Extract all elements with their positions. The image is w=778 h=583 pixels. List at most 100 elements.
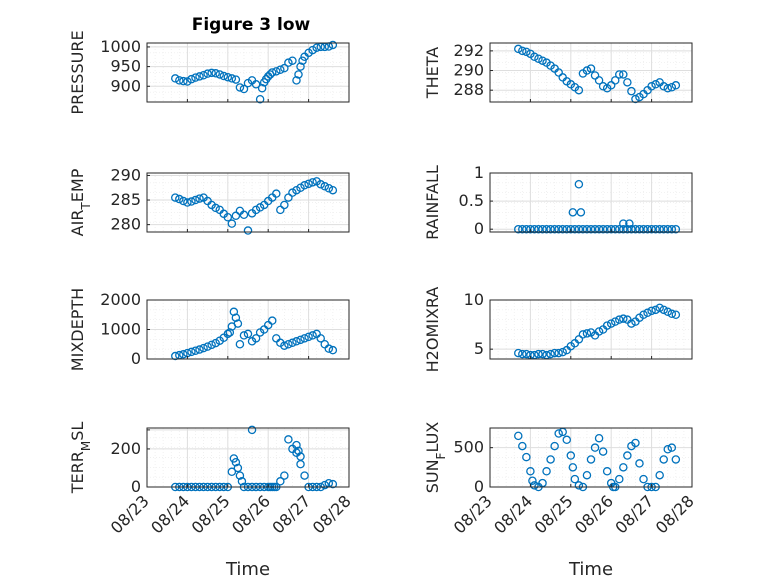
data-point xyxy=(619,70,628,79)
data-point xyxy=(312,43,321,52)
data-point xyxy=(518,349,527,359)
data-point xyxy=(280,471,289,480)
y-tick-label: 0 xyxy=(474,477,484,496)
data-point xyxy=(615,70,624,79)
x-tick-label: 08/28 xyxy=(309,491,355,537)
data-point xyxy=(518,46,527,56)
y-tick-label: 280 xyxy=(110,215,141,234)
data-point xyxy=(175,76,184,85)
data-point xyxy=(578,330,588,339)
data-point xyxy=(239,210,249,220)
data-point xyxy=(542,224,551,234)
data-point xyxy=(526,224,535,234)
data-point xyxy=(267,68,277,77)
data-point xyxy=(237,477,247,486)
data-point xyxy=(231,313,241,322)
data-point xyxy=(235,471,245,480)
data-point xyxy=(615,224,624,234)
data-point xyxy=(659,224,668,234)
data-point xyxy=(247,425,257,435)
data-point xyxy=(187,347,196,357)
data-point xyxy=(294,70,303,79)
data-point xyxy=(328,345,338,355)
data-point xyxy=(659,305,668,315)
data-point xyxy=(296,335,305,345)
data-point xyxy=(514,224,523,234)
data-point xyxy=(647,82,656,91)
y-tick-label: 0.5 xyxy=(459,191,484,210)
data-point xyxy=(647,224,656,234)
data-point xyxy=(300,181,309,190)
data-point xyxy=(328,479,338,489)
data-point xyxy=(590,443,600,452)
x-axis-label: Time xyxy=(225,559,270,580)
data-point xyxy=(522,349,531,359)
data-point xyxy=(231,75,241,84)
data-point xyxy=(171,74,180,83)
data-point xyxy=(187,197,196,206)
y-tick-label: 5 xyxy=(474,339,484,358)
data-point xyxy=(195,194,204,203)
y-tick-label: 290 xyxy=(110,165,141,184)
y-axis-label: THETA xyxy=(423,47,442,99)
data-point xyxy=(223,212,233,222)
data-point xyxy=(179,350,188,359)
data-point xyxy=(606,224,616,234)
data-point xyxy=(229,307,239,317)
data-point xyxy=(574,481,584,490)
y-axis-label: AIRTEMP xyxy=(68,168,93,236)
y-tick-label: 0 xyxy=(474,219,484,238)
data-point xyxy=(239,84,249,94)
data-point xyxy=(514,348,523,358)
data-point xyxy=(251,334,261,343)
axes-box xyxy=(146,172,350,233)
data-point xyxy=(526,467,535,476)
data-point xyxy=(292,440,301,450)
data-point xyxy=(183,198,192,207)
data-point xyxy=(514,431,523,441)
data-point xyxy=(582,470,592,480)
axes-box xyxy=(146,42,350,103)
data-point xyxy=(179,76,188,86)
data-point xyxy=(207,68,216,78)
y-tick-label: 0 xyxy=(131,349,141,368)
y-tick-label: 200 xyxy=(110,439,141,458)
data-point xyxy=(554,429,563,438)
data-point xyxy=(272,189,281,198)
data-point xyxy=(203,69,212,78)
data-point xyxy=(195,345,204,354)
data-point xyxy=(619,463,628,472)
x-tick-label: 08/24 xyxy=(147,491,193,537)
axes-box xyxy=(146,427,350,488)
data-point xyxy=(320,480,330,490)
axes-box xyxy=(489,172,693,233)
data-point xyxy=(566,451,576,460)
data-point xyxy=(635,224,644,234)
y-tick-label: 285 xyxy=(110,190,141,209)
y-tick-label: 950 xyxy=(110,57,141,76)
data-point xyxy=(255,94,265,104)
data-point xyxy=(211,203,220,213)
data-point xyxy=(292,76,301,85)
data-point xyxy=(586,224,596,234)
subplot-3: 280 285 290 AIRTEMP xyxy=(68,165,350,236)
y-tick-label: 1 xyxy=(474,163,484,182)
data-point xyxy=(280,200,289,210)
data-point xyxy=(284,339,293,349)
data-point xyxy=(574,179,584,189)
data-point xyxy=(288,56,297,65)
data-point xyxy=(294,446,303,456)
data-point xyxy=(239,331,249,340)
data-point xyxy=(199,71,208,80)
y-tick-label: 500 xyxy=(453,438,484,457)
data-point xyxy=(558,347,567,357)
data-point xyxy=(267,316,277,325)
data-point xyxy=(304,179,313,189)
data-point xyxy=(179,196,188,206)
data-point xyxy=(328,185,338,195)
data-point xyxy=(627,86,636,96)
data-point xyxy=(518,224,527,234)
data-point xyxy=(554,224,563,234)
